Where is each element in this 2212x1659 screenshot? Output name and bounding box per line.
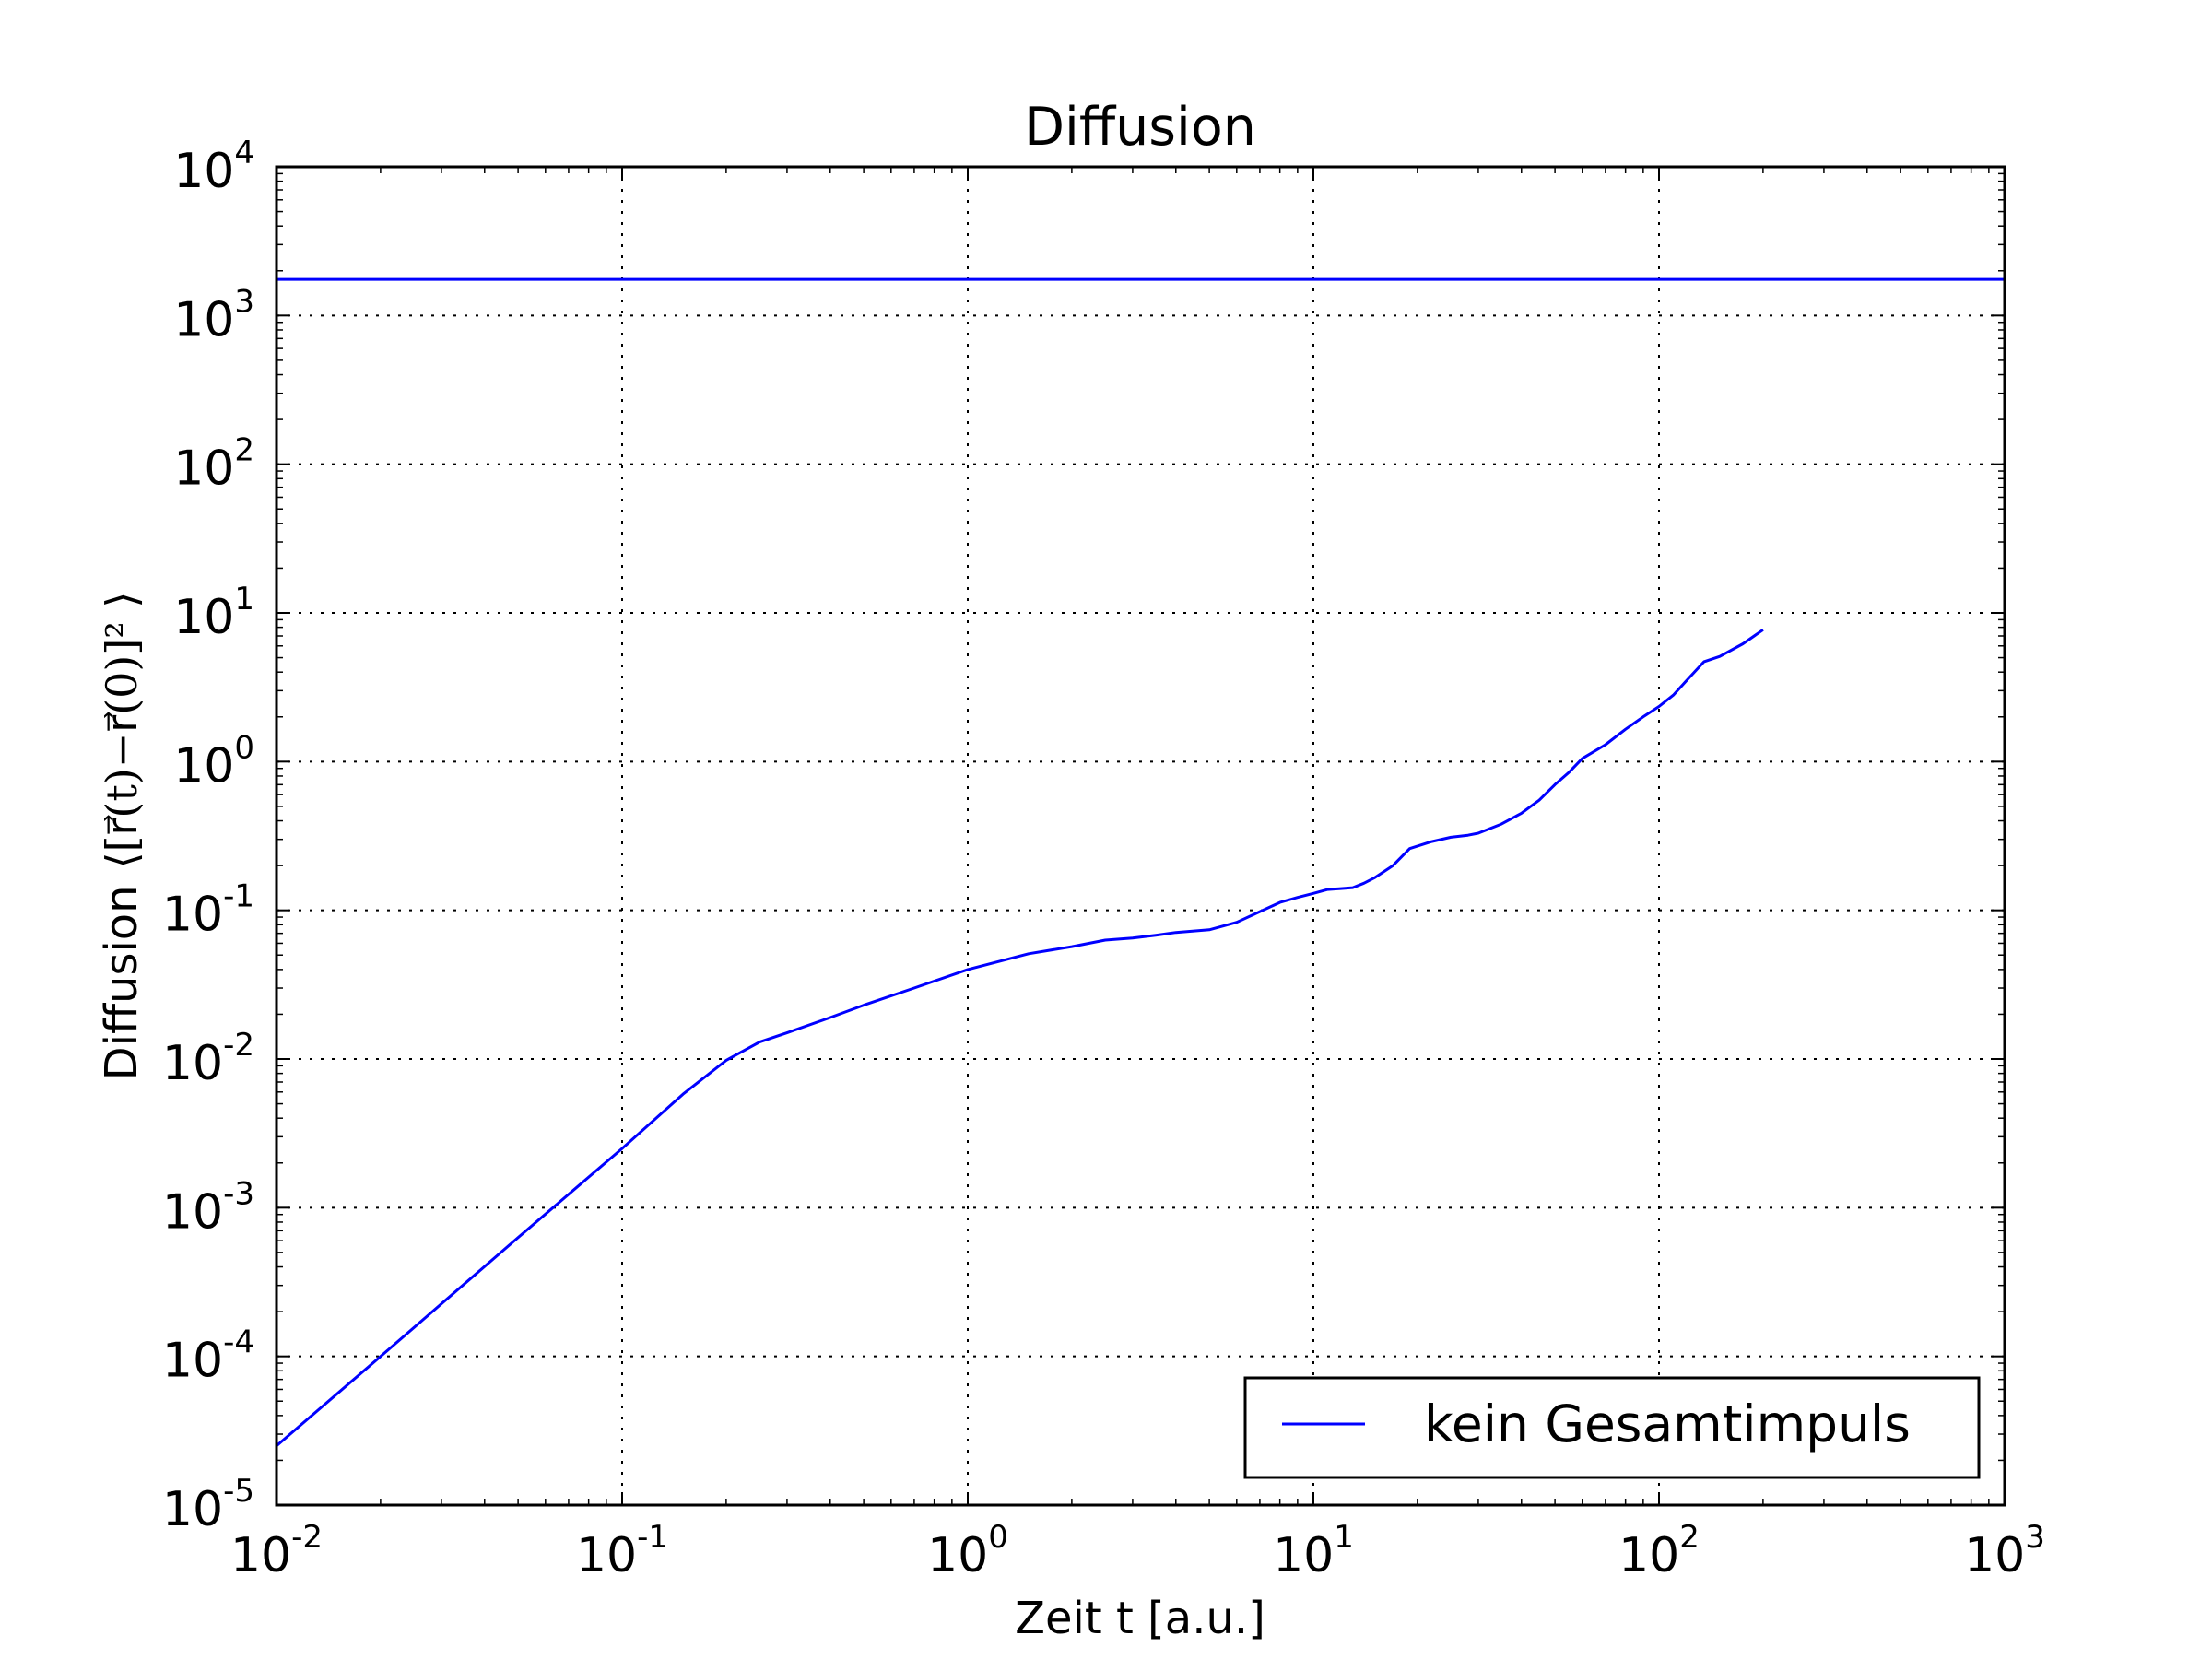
y-tick-label: 10-5 (162, 1473, 254, 1537)
x-tick-label: 102 (1618, 1519, 1700, 1583)
svg-text:Diffusion⟨[r⃗(t)−r⃗(0)]² ⟩: Diffusion ⟨[r⃗(t)−r⃗(0)]² ⟩ (96, 592, 147, 1081)
series-line-kein-gesamtimpuls (276, 629, 1764, 1447)
x-tick-label: 103 (1964, 1519, 2045, 1583)
x-axis-label: Zeit t [a.u.] (1015, 1593, 1265, 1644)
chart-title: Diffusion (1024, 97, 1256, 158)
legend: kein Gesamtimpuls (1243, 1376, 1981, 1479)
x-tick-label: 101 (1273, 1519, 1354, 1583)
y-tick-label: 10-3 (162, 1175, 254, 1240)
series-layer (276, 277, 2005, 1447)
y-tick-label: 104 (173, 135, 254, 199)
x-tick-label: 100 (927, 1519, 1008, 1583)
y-tick-label: 10-1 (162, 878, 254, 943)
y-axis-label: Diffusion ⟨[r⃗(t)−r⃗(0)]² ⟩ (96, 592, 147, 1081)
y-tick-label: 102 (173, 432, 254, 497)
x-tick-label: 10-2 (230, 1519, 323, 1583)
y-axis-label-math: ⟨[r⃗(t)−r⃗(0)]² ⟩ (97, 592, 147, 869)
plot-frame (275, 165, 2006, 1507)
y-tick-label: 10-4 (162, 1324, 254, 1389)
legend-box (1243, 1376, 1981, 1479)
legend-label: kein Gesamtimpuls (1424, 1394, 1911, 1453)
y-axis-label-text: Diffusion (96, 885, 147, 1080)
y-tick-label: 10-2 (162, 1027, 254, 1091)
x-tick-label: 10-1 (576, 1519, 668, 1583)
tick-labels: 10-2 10-1 100 101 102 103 10-5 10-4 10-3 10-2 10-1… (162, 135, 2045, 1583)
grid (276, 167, 2005, 1505)
y-tick-label: 101 (173, 581, 254, 645)
y-tick-label: 100 (173, 729, 254, 794)
ticks (276, 166, 2006, 1506)
y-tick-label: 103 (173, 283, 254, 347)
